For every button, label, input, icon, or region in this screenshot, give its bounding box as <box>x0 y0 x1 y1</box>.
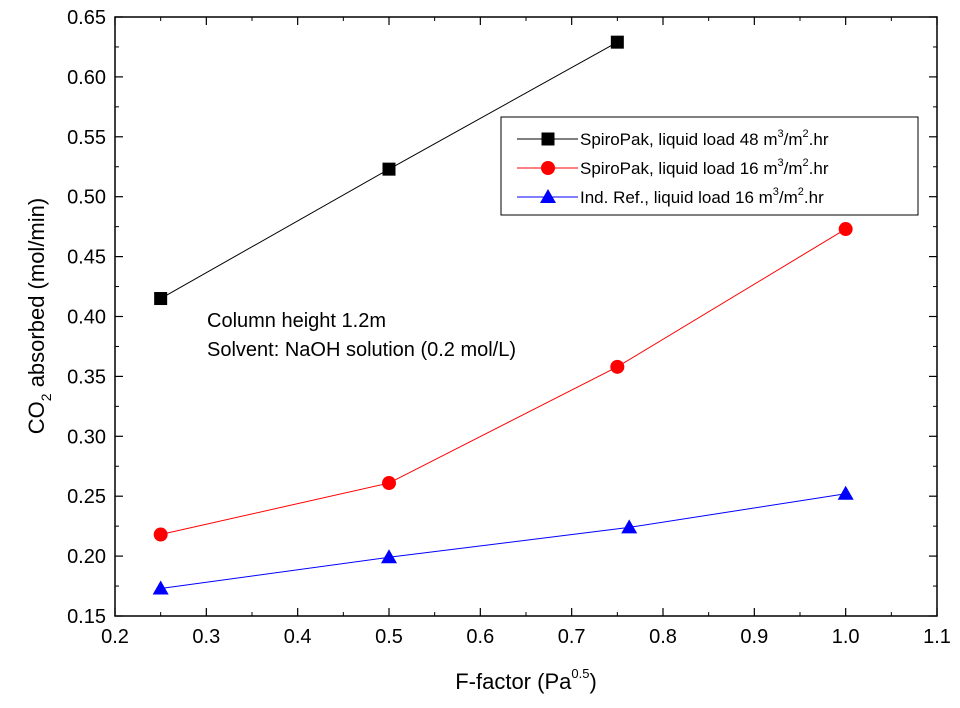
x-axis-title: F-factor (Pa0.5) <box>455 666 597 694</box>
x-tick-label: 0.4 <box>284 626 312 648</box>
x-tick-label: 1.1 <box>923 626 951 648</box>
x-tick-label: 0.3 <box>192 626 220 648</box>
y-tick-label: 0.35 <box>67 366 106 388</box>
x-tick-label: 0.5 <box>375 626 403 648</box>
legend-marker <box>541 161 555 175</box>
data-point <box>382 162 396 176</box>
x-tick-label: 0.6 <box>466 626 494 648</box>
data-point <box>838 222 853 237</box>
x-axis-title-superscript: 0.5 <box>571 666 589 681</box>
x-tick-label: 0.9 <box>740 626 768 648</box>
data-point <box>837 485 854 500</box>
legend-marker <box>541 132 555 146</box>
y-tick-label: 0.40 <box>67 307 106 329</box>
data-point <box>153 527 168 542</box>
series-layer <box>152 35 854 595</box>
series-line <box>160 228 846 536</box>
data-point <box>610 359 625 374</box>
y-tick-label: 0.15 <box>67 606 106 628</box>
data-point <box>154 292 168 306</box>
legend-label: SpiroPak, liquid load 48 m3/m2.hr <box>580 128 829 149</box>
y-tick-label: 0.20 <box>67 546 106 568</box>
y-tick-label: 0.60 <box>67 67 106 89</box>
legend-box <box>500 116 919 216</box>
series-3 <box>152 485 854 595</box>
legend-marker <box>540 189 556 203</box>
legend-item-1: SpiroPak, liquid load 48 m3/m2.hr <box>517 128 829 149</box>
legend-label: SpiroPak, liquid load 16 m3/m2.hr <box>580 157 829 178</box>
data-point <box>621 519 638 534</box>
x-tick-label: 0.7 <box>558 626 586 648</box>
y-tick-label: 0.65 <box>67 7 106 29</box>
series-line <box>160 493 846 589</box>
legend: SpiroPak, liquid load 48 m3/m2.hr SpiroPa… <box>500 116 919 216</box>
y-tick-label: 0.55 <box>67 127 106 149</box>
x-tick-label: 0.2 <box>101 626 129 648</box>
y-axis-title: CO2 absorbed (mol/min) <box>24 198 54 434</box>
series-1 <box>154 35 624 306</box>
legend-item-2: SpiroPak, liquid load 16 m3/m2.hr <box>517 157 829 178</box>
legend-label: Ind. Ref., liquid load 16 m3/m2.hr <box>580 186 824 207</box>
series-2 <box>153 222 853 542</box>
annotation-solvent: Solvent: NaOH solution (0.2 mol/L) <box>207 339 516 361</box>
data-point <box>610 35 624 49</box>
annotation-column-height: Column height 1.2m <box>207 310 386 332</box>
data-point <box>152 580 169 595</box>
y-tick-label: 0.30 <box>67 426 106 448</box>
y-axis-title-subscript: 2 <box>38 393 54 401</box>
x-tick-label: 0.8 <box>649 626 677 648</box>
x-tick-label: 1.0 <box>832 626 860 648</box>
y-tick-label: 0.25 <box>67 486 106 508</box>
data-point <box>381 549 397 564</box>
legend-item-3: Ind. Ref., liquid load 16 m3/m2.hr <box>517 186 824 207</box>
y-tick-label: 0.45 <box>67 247 106 269</box>
y-tick-label: 0.50 <box>67 187 106 209</box>
data-point <box>382 476 396 491</box>
axis-ticks: 0.2 0.3 0.4 0.5 0.6 0.7 0.8 0.9 1.0 1.1 0.15 0.20 0.… <box>67 7 951 648</box>
